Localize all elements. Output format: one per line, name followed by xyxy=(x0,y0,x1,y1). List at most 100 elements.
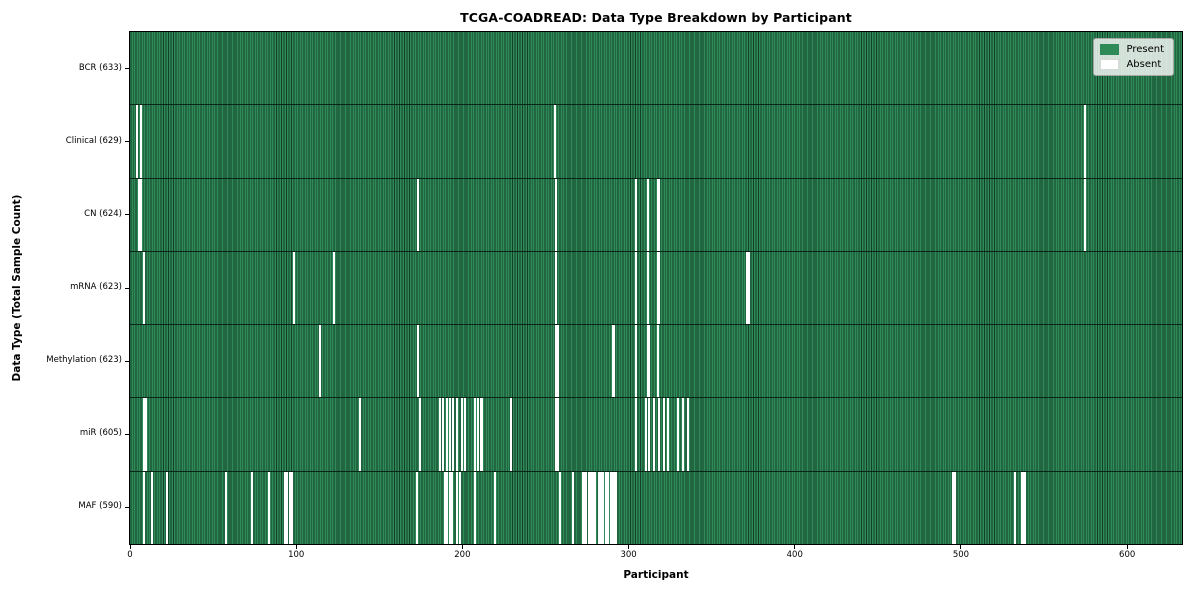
absent-stripe xyxy=(445,398,448,471)
absent-stripe xyxy=(605,471,608,544)
absent-stripe xyxy=(644,398,648,471)
absent-stripe xyxy=(443,471,446,544)
absent-stripe xyxy=(251,471,254,544)
y-tick-label-mrna: mRNA (623) xyxy=(70,282,122,292)
absent-stripe xyxy=(332,251,335,325)
absent-stripe xyxy=(417,178,420,251)
absent-stripe xyxy=(666,398,669,471)
x-axis-tick xyxy=(129,545,131,549)
absent-stripe xyxy=(166,471,169,544)
absent-stripe xyxy=(480,398,483,471)
absent-stripe xyxy=(658,178,661,251)
absent-stripe xyxy=(590,471,593,544)
absent-stripe xyxy=(1083,105,1086,178)
row-band-maf xyxy=(130,470,1182,544)
absent-stripe xyxy=(656,178,659,251)
absent-stripe xyxy=(139,178,142,251)
absent-stripe xyxy=(151,471,154,544)
absent-stripe xyxy=(601,471,604,544)
absent-stripe xyxy=(1013,471,1016,544)
absent-stripe xyxy=(613,325,616,398)
chart-title: TCGA-COADREAD: Data Type Breakdown by Pa… xyxy=(460,10,852,25)
absent-stripe xyxy=(635,398,638,471)
x-tick-label: 200 xyxy=(454,550,471,560)
absent-stripe xyxy=(553,105,556,178)
absent-stripe xyxy=(463,398,466,471)
absent-stripe xyxy=(143,251,146,325)
absent-stripe xyxy=(656,325,659,398)
absent-stripe xyxy=(289,471,292,544)
x-tick-label: 100 xyxy=(288,550,305,560)
legend-item-absent: Absent xyxy=(1100,59,1164,70)
absent-stripe xyxy=(663,398,666,471)
absent-stripe xyxy=(224,471,227,544)
x-tick-label: 0 xyxy=(127,550,133,560)
absent-stripe xyxy=(477,398,480,471)
absent-stripe xyxy=(138,178,141,251)
absent-stripe xyxy=(585,471,588,544)
absent-stripe xyxy=(415,471,418,544)
absent-stripe xyxy=(438,398,441,471)
absent-stripe xyxy=(606,471,609,544)
row-band-bcr xyxy=(130,32,1182,105)
y-axis-tick xyxy=(125,506,129,508)
absent-stripe xyxy=(455,471,458,544)
x-axis-tick xyxy=(295,545,297,549)
absent-stripe xyxy=(653,398,656,471)
x-tick-label: 600 xyxy=(1119,550,1136,560)
absent-stripe xyxy=(613,471,616,544)
absent-stripe xyxy=(746,251,749,325)
absent-stripe xyxy=(445,471,448,544)
absent-stripe xyxy=(1023,471,1026,544)
absent-stripe xyxy=(510,398,513,471)
x-axis-title: Participant xyxy=(623,569,689,581)
absent-stripe xyxy=(448,471,451,544)
absent-stripe xyxy=(611,471,614,544)
y-axis-tick xyxy=(125,360,129,362)
x-tick-label: 500 xyxy=(952,550,970,560)
absent-stripe xyxy=(656,251,659,325)
row-band-mrna xyxy=(130,250,1182,325)
absent-stripe xyxy=(658,251,661,325)
absent-stripe xyxy=(292,251,295,325)
legend-item-present: Present xyxy=(1100,44,1164,55)
absent-stripe xyxy=(610,471,613,544)
y-tick-label-mir: miR (605) xyxy=(79,428,122,439)
row-band-methylation xyxy=(130,324,1182,398)
absent-stripe xyxy=(319,325,322,398)
y-axis-tick xyxy=(125,287,129,289)
absent-stripe xyxy=(658,398,661,471)
row-band-mir xyxy=(130,397,1182,471)
absent-stripe xyxy=(571,471,574,544)
x-tick-label: 300 xyxy=(620,550,637,560)
absent-stripe xyxy=(1022,471,1025,544)
absent-stripe xyxy=(291,471,294,544)
absent-stripe xyxy=(286,471,289,544)
absent-stripe xyxy=(748,251,751,325)
absent-stripe xyxy=(139,105,142,178)
plot-area: Present Absent xyxy=(129,31,1183,545)
legend: Present Absent xyxy=(1093,38,1174,76)
absent-stripe xyxy=(136,105,139,178)
absent-stripe xyxy=(473,398,476,471)
absent-stripe xyxy=(611,325,614,398)
absent-swatch-icon xyxy=(1100,59,1120,70)
x-axis-tick xyxy=(794,545,796,549)
absent-stripe xyxy=(588,471,591,544)
legend-label-present: Present xyxy=(1126,44,1164,55)
absent-stripe xyxy=(581,471,584,544)
y-tick-label-bcr: BCR (633) xyxy=(78,62,122,73)
absent-stripe xyxy=(267,471,270,544)
absent-stripe xyxy=(418,398,422,471)
absent-stripe xyxy=(681,398,684,471)
absent-stripe xyxy=(417,325,420,398)
absent-stripe xyxy=(556,398,559,471)
absent-stripe xyxy=(635,251,638,325)
x-axis-tick xyxy=(1126,545,1128,549)
absent-stripe xyxy=(646,325,649,398)
legend-label-absent: Absent xyxy=(1126,59,1162,70)
absent-stripe xyxy=(473,471,476,544)
row-band-cn xyxy=(130,177,1182,251)
absent-stripe xyxy=(648,325,651,398)
absent-stripe xyxy=(448,398,451,471)
